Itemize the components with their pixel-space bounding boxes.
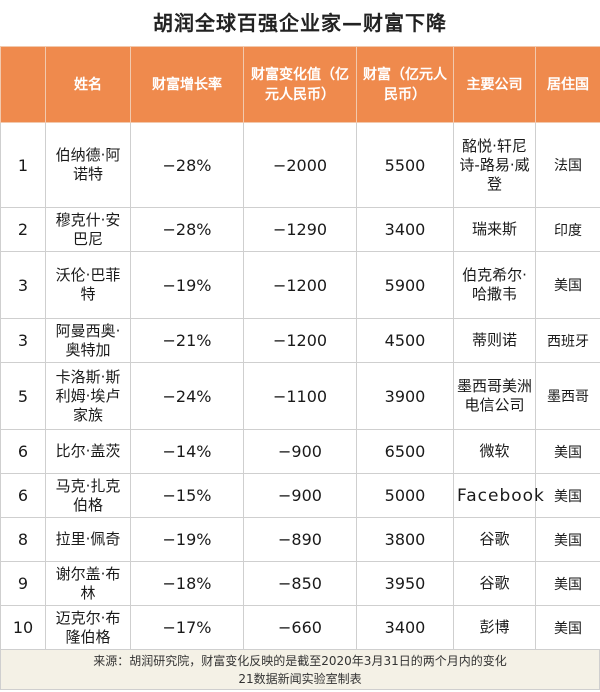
wealth-cell: 5000 [356, 473, 454, 518]
company-cell: 彭博 [453, 605, 536, 650]
rank-cell: 6 [0, 473, 46, 518]
table-row: 6 马克·扎克伯格 −15% −900 5000 Facebook 美国 [0, 473, 600, 518]
name-cell: 谢尔盖·布林 [45, 561, 131, 606]
table-row: 10 迈克尔·布隆伯格 −17% −660 3400 彭博 美国 [0, 605, 600, 650]
table-row: 9 谢尔盖·布林 −18% −850 3950 谷歌 美国 [0, 561, 600, 606]
credit-note: 21数据新闻实验室制表 [238, 672, 362, 686]
change-cell: −660 [243, 605, 357, 650]
company-cell: 蒂则诺 [453, 318, 536, 363]
rank-cell: 8 [0, 517, 46, 562]
country-cell: 法国 [535, 122, 600, 208]
column-header: 财富增长率 [130, 46, 244, 123]
wealth-cell: 5900 [356, 251, 454, 319]
wealth-cell: 4500 [356, 318, 454, 363]
change-cell: −890 [243, 517, 357, 562]
page-title: 胡润全球百强企业家—财富下降 [153, 11, 447, 35]
rank-cell: 5 [0, 362, 46, 430]
growth-cell: −17% [130, 605, 244, 650]
growth-cell: −15% [130, 473, 244, 518]
change-cell: −900 [243, 429, 357, 474]
change-cell: −1100 [243, 362, 357, 430]
table-row: 8 拉里·佩奇 −19% −890 3800 谷歌 美国 [0, 517, 600, 562]
name-cell: 沃伦·巴菲特 [45, 251, 131, 319]
company-cell: 酩悦·轩尼诗-路易·威登 [453, 122, 536, 208]
growth-cell: −19% [130, 251, 244, 319]
company-cell: 谷歌 [453, 561, 536, 606]
name-cell: 拉里·佩奇 [45, 517, 131, 562]
country-cell: 西班牙 [535, 318, 600, 363]
country-cell: 美国 [535, 429, 600, 474]
header-row: 姓名 财富增长率 财富变化值（亿元人民币） 财富（亿元人民币） 主要公司 居住国 [0, 46, 600, 123]
rank-cell: 10 [0, 605, 46, 650]
column-header: 财富变化值（亿元人民币） [243, 46, 357, 123]
name-cell: 阿曼西奥·奥特加 [45, 318, 131, 363]
change-cell: −2000 [243, 122, 357, 208]
column-header: 姓名 [45, 46, 131, 123]
rank-cell: 3 [0, 318, 46, 363]
growth-cell: −24% [130, 362, 244, 430]
name-cell: 穆克什·安巴尼 [45, 207, 131, 252]
source-note: 来源：胡润研究院，财富变化反映的是截至2020年3月31日的两个月内的变化 [93, 654, 507, 668]
wealth-cell: 3950 [356, 561, 454, 606]
company-cell: 墨西哥美洲电信公司 [453, 362, 536, 430]
country-cell: 美国 [535, 605, 600, 650]
wealth-cell: 3900 [356, 362, 454, 430]
company-cell: 伯克希尔·哈撒韦 [453, 251, 536, 319]
rank-cell: 2 [0, 207, 46, 252]
table-row: 1 伯纳德·阿诺特 −28% −2000 5500 酩悦·轩尼诗-路易·威登 法国 [0, 122, 600, 208]
growth-cell: −14% [130, 429, 244, 474]
country-cell: 美国 [535, 473, 600, 518]
growth-cell: −19% [130, 517, 244, 562]
rank-cell: 6 [0, 429, 46, 474]
rank-cell: 3 [0, 251, 46, 319]
column-header: 财富（亿元人民币） [356, 46, 454, 123]
table-row: 3 阿曼西奥·奥特加 −21% −1200 4500 蒂则诺 西班牙 [0, 318, 600, 363]
rank-cell: 9 [0, 561, 46, 606]
table-row: 6 比尔·盖茨 −14% −900 6500 微软 美国 [0, 429, 600, 474]
change-cell: −1290 [243, 207, 357, 252]
company-cell: Facebook [453, 473, 544, 518]
change-cell: −1200 [243, 318, 357, 363]
wealth-cell: 3400 [356, 207, 454, 252]
country-cell: 美国 [535, 561, 600, 606]
growth-cell: −18% [130, 561, 244, 606]
rank-cell: 1 [0, 122, 46, 208]
name-cell: 比尔·盖茨 [45, 429, 131, 474]
column-header [0, 46, 46, 123]
company-cell: 瑞来斯 [453, 207, 536, 252]
table-row: 2 穆克什·安巴尼 −28% −1290 3400 瑞来斯 印度 [0, 207, 600, 252]
footer-note: 来源：胡润研究院，财富变化反映的是截至2020年3月31日的两个月内的变化 21… [0, 650, 600, 690]
name-cell: 马克·扎克伯格 [45, 473, 131, 518]
wealth-table: 姓名 财富增长率 财富变化值（亿元人民币） 财富（亿元人民币） 主要公司 居住国… [0, 46, 600, 650]
wealth-cell: 6500 [356, 429, 454, 474]
name-cell: 伯纳德·阿诺特 [45, 122, 131, 208]
column-header: 居住国 [535, 46, 600, 123]
company-cell: 微软 [453, 429, 536, 474]
wealth-cell: 3400 [356, 605, 454, 650]
change-cell: −900 [243, 473, 357, 518]
name-cell: 卡洛斯·斯利姆·埃卢家族 [45, 362, 131, 430]
country-cell: 美国 [535, 251, 600, 319]
growth-cell: −28% [130, 122, 244, 208]
country-cell: 墨西哥 [535, 362, 600, 430]
table-row: 3 沃伦·巴菲特 −19% −1200 5900 伯克希尔·哈撒韦 美国 [0, 251, 600, 319]
wealth-cell: 3800 [356, 517, 454, 562]
country-cell: 印度 [535, 207, 600, 252]
change-cell: −850 [243, 561, 357, 606]
column-header: 主要公司 [453, 46, 536, 123]
growth-cell: −21% [130, 318, 244, 363]
name-cell: 迈克尔·布隆伯格 [45, 605, 131, 650]
table-row: 5 卡洛斯·斯利姆·埃卢家族 −24% −1100 3900 墨西哥美洲电信公司 墨西哥 [0, 362, 600, 430]
wealth-cell: 5500 [356, 122, 454, 208]
growth-cell: −28% [130, 207, 244, 252]
country-cell: 美国 [535, 517, 600, 562]
company-cell: 谷歌 [453, 517, 536, 562]
change-cell: −1200 [243, 251, 357, 319]
